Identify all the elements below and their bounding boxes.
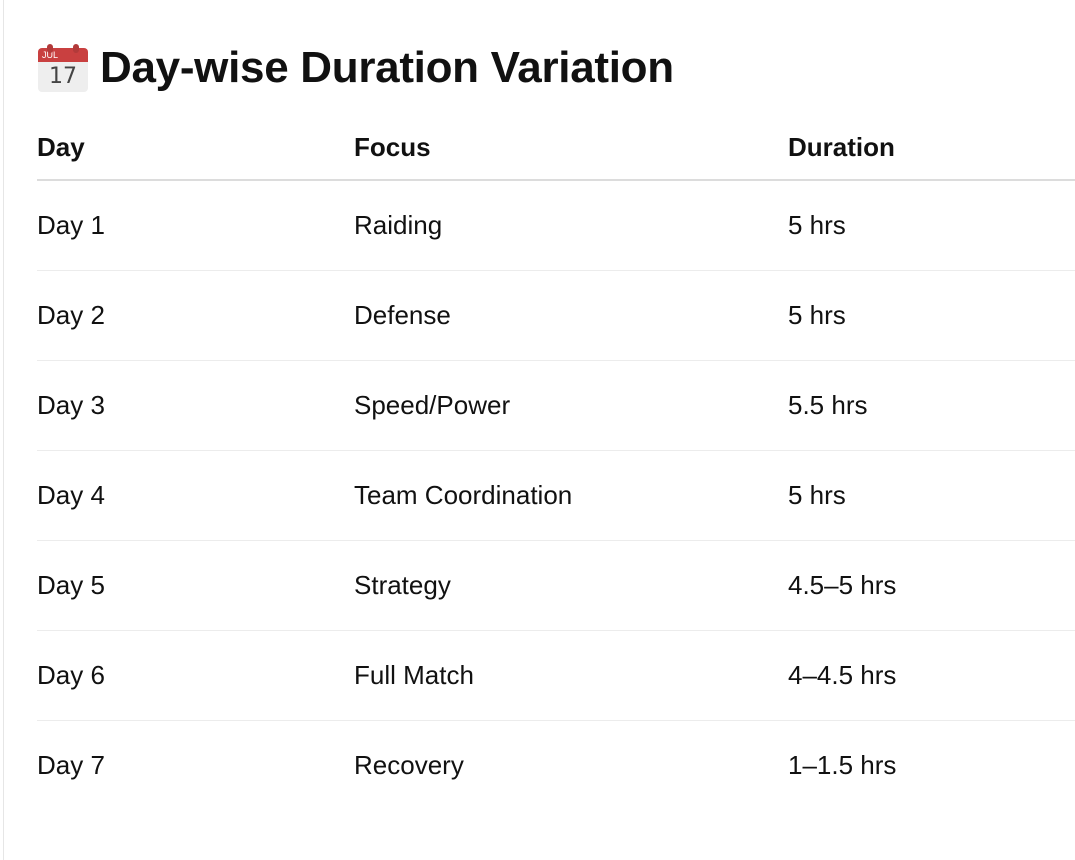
cell-day: Day 7	[37, 750, 105, 780]
table-row: Day 2 Defense 5 hrs	[37, 270, 1075, 361]
calendar-ring-right	[73, 44, 79, 53]
duration-table: Day Focus Duration Day 1 Raiding 5 hrs D…	[37, 115, 1075, 810]
calendar-ring-left	[47, 44, 53, 53]
calendar-icon: JUL 17	[38, 44, 88, 92]
calendar-icon-day: 17	[38, 62, 88, 92]
table-row: Day 4 Team Coordination 5 hrs	[37, 450, 1075, 541]
table-row: Day 5 Strategy 4.5–5 hrs	[37, 540, 1075, 631]
table-row: Day 3 Speed/Power 5.5 hrs	[37, 360, 1075, 451]
table-row: Day 6 Full Match 4–4.5 hrs	[37, 630, 1075, 721]
cell-focus: Team Coordination	[354, 450, 788, 541]
page-left-border	[3, 0, 4, 860]
cell-day: Day 4	[37, 450, 354, 541]
cell-duration: 1–1.5 hrs	[788, 750, 897, 780]
cell-day: Day 2	[37, 270, 354, 361]
page-title: Day-wise Duration Variation	[100, 43, 674, 92]
cell-duration: 4–4.5 hrs	[788, 630, 1075, 721]
cell-focus: Defense	[354, 270, 788, 361]
table-row: Day 7 Recovery 1–1.5 hrs	[37, 721, 1075, 811]
cell-focus: Full Match	[354, 630, 788, 721]
cell-day: Day 5	[37, 540, 354, 631]
table-header-row: Day Focus Duration	[37, 115, 1075, 181]
cell-duration: 5.5 hrs	[788, 360, 1075, 451]
cell-day: Day 1	[37, 180, 354, 271]
cell-duration: 5 hrs	[788, 450, 1075, 541]
column-header-day: Day	[37, 115, 354, 181]
cell-focus: Raiding	[354, 180, 788, 271]
column-header-focus: Focus	[354, 115, 788, 181]
cell-focus: Strategy	[354, 540, 788, 631]
column-header-duration: Duration	[788, 115, 1075, 181]
page-heading: JUL 17 Day-wise Duration Variation	[38, 38, 674, 98]
cell-day: Day 6	[37, 630, 354, 721]
cell-focus: Recovery	[354, 750, 464, 780]
cell-focus: Speed/Power	[354, 360, 788, 451]
cell-duration: 5 hrs	[788, 270, 1075, 361]
table-row: Day 1 Raiding 5 hrs	[37, 180, 1075, 271]
cell-duration: 4.5–5 hrs	[788, 540, 1075, 631]
cell-day: Day 3	[37, 360, 354, 451]
calendar-icon-month: JUL	[38, 48, 88, 62]
cell-duration: 5 hrs	[788, 180, 1075, 271]
